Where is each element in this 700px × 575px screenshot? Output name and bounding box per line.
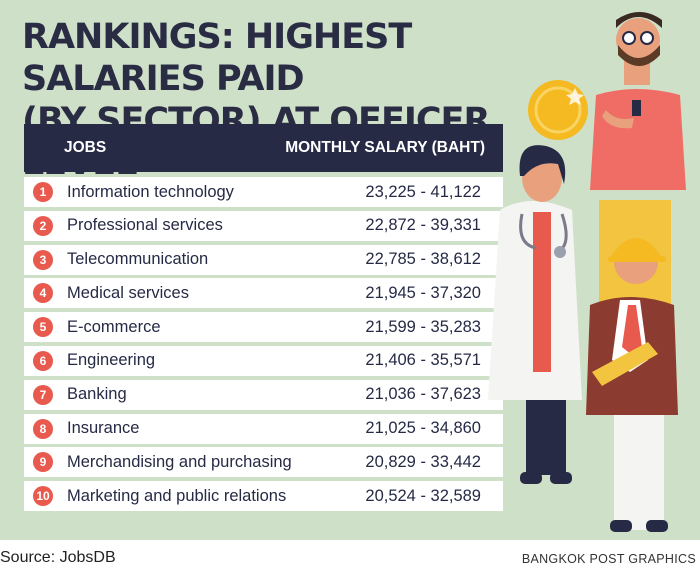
salary-range: 22,872 - 39,331 xyxy=(365,216,481,235)
salary-range: 21,945 - 37,320 xyxy=(365,283,481,302)
gold-coin-icon xyxy=(528,80,588,140)
rank-badge: 2 xyxy=(33,215,53,236)
table-row: 10 Marketing and public relations 20,524 -… xyxy=(24,481,503,512)
source-note: Source: JobsDB xyxy=(0,549,116,566)
rank-badge: 1 xyxy=(33,182,53,202)
table-row: 6 Engineering 21,406 - 35,571 xyxy=(24,345,503,376)
salary-range: 23,225 - 41,122 xyxy=(365,182,481,201)
table-row: 3 Telecommunication 22,785 - 38,612 xyxy=(24,244,503,275)
infographic-panel: RANKINGS: HIGHEST SALARIES PAID (BY SECT… xyxy=(0,0,700,540)
job-name: Professional services xyxy=(67,216,223,235)
job-name: Banking xyxy=(67,385,127,404)
salary-range: 20,829 - 33,442 xyxy=(365,452,481,471)
graphics-credit: BANGKOK POST GRAPHICS xyxy=(521,552,696,566)
workers-illustration xyxy=(488,12,686,532)
job-name: Insurance xyxy=(67,419,140,438)
doctor-figure xyxy=(488,145,582,484)
engineer-figure xyxy=(586,238,678,532)
salary-range: 20,524 - 32,589 xyxy=(365,486,481,505)
salary-range: 21,036 - 37,623 xyxy=(365,385,481,404)
table-row: 9 Merchandising and purchasing 20,829 - 33… xyxy=(24,447,503,478)
rank-badge: 3 xyxy=(33,249,53,270)
job-name: Medical services xyxy=(67,283,189,302)
rank-badge: 10 xyxy=(33,486,53,507)
rank-badge: 7 xyxy=(33,384,53,405)
job-name: Telecommunication xyxy=(67,250,209,269)
title-line-1: RANKINGS: HIGHEST SALARIES PAID xyxy=(22,17,412,99)
table-row: 1 Information technology 23,225 - 41,122 xyxy=(24,177,503,207)
table-header: JOBS MONTHLY SALARY (BAHT) xyxy=(24,124,503,172)
salary-range: 22,785 - 38,612 xyxy=(365,250,481,269)
table-row: 8 Insurance 21,025 - 34,860 xyxy=(24,413,503,444)
job-name: Engineering xyxy=(67,351,156,370)
header-salary: MONTHLY SALARY (BAHT) xyxy=(285,139,485,156)
rank-badge: 5 xyxy=(33,317,53,338)
header-jobs: JOBS xyxy=(64,139,107,156)
rank-badge: 6 xyxy=(33,350,53,371)
table-row: 7 Banking 21,036 - 37,623 xyxy=(24,379,503,410)
salary-range: 21,406 - 35,571 xyxy=(365,351,481,370)
table-body: 1 Information technology 23,225 - 41,122 2 P… xyxy=(24,177,503,512)
footer: Source: JobsDB BANGKOK POST GRAPHICS xyxy=(0,541,700,575)
job-name: Marketing and public relations xyxy=(67,486,287,505)
table-row: 2 Professional services 22,872 - 39,331 xyxy=(24,210,503,241)
salary-table: JOBS MONTHLY SALARY (BAHT) 1 Information … xyxy=(24,124,503,512)
table-row: 4 Medical services 21,945 - 37,320 xyxy=(24,278,503,309)
rank-badge: 9 xyxy=(33,452,53,473)
job-name: Information technology xyxy=(67,182,234,201)
job-name: E-commerce xyxy=(67,317,161,336)
job-name: Merchandising and purchasing xyxy=(67,452,292,471)
salary-range: 21,599 - 35,283 xyxy=(365,317,481,336)
table-row: 5 E-commerce 21,599 - 35,283 xyxy=(24,312,503,343)
rank-badge: 4 xyxy=(33,283,53,304)
salary-range: 21,025 - 34,860 xyxy=(365,419,481,438)
rank-badge: 8 xyxy=(33,418,53,439)
